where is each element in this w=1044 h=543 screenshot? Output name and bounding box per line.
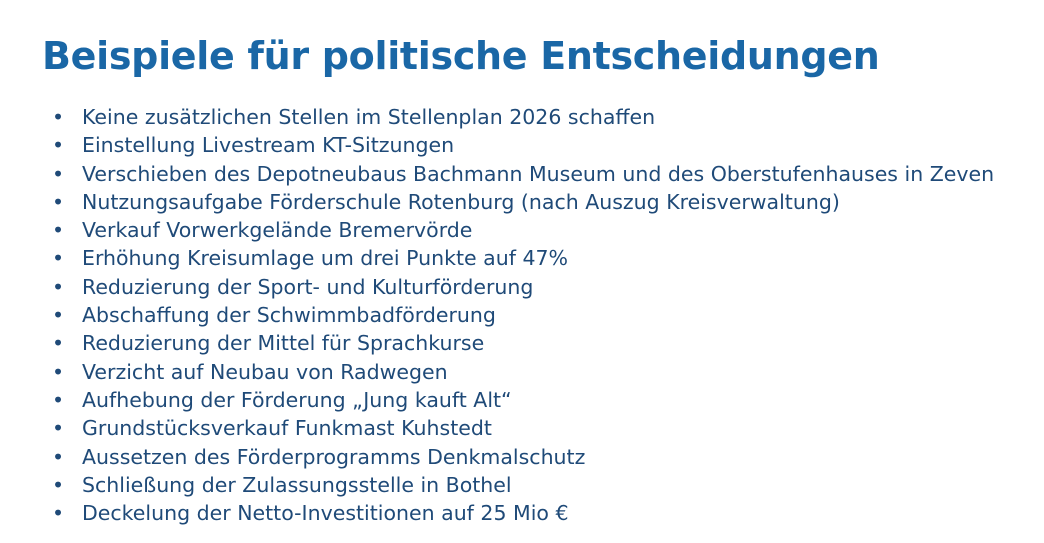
bullet-text: Erhöhung Kreisumlage um drei Punkte auf … [82,246,569,271]
bullet-dot: • [52,105,65,129]
bullet-dot: • [52,303,65,328]
bullet-item: • Reduzierung der Sport- und Kulturförder… [50,273,994,301]
bullet-dot: • [52,133,65,158]
bullet-item: • Aussetzen des Förderprogramms Denkmalsc… [50,443,994,471]
bullet-dot: • [52,189,65,214]
bullet-item: • Abschaffung der Schwimmbadförderung [50,301,994,329]
bullet-item: • Schließung der Zulassungsstelle in Both… [50,471,994,499]
slide-title: Beispiele für politische Entscheidungen [42,34,880,78]
bullet-dot: • [52,359,65,384]
bullet-item: • Verschieben des Depotneubaus Bachmann M… [50,160,994,188]
bullet-dot: • [52,331,65,356]
bullet-text: Deckelung der Netto-Investitionen auf 25… [82,501,569,526]
bullet-item: • Nutzungsaufgabe Förderschule Rotenburg … [50,188,994,216]
bullet-item: • Aufhebung der Förderung „Jung kauft Alt… [50,386,994,414]
bullet-dot: • [52,246,65,271]
bullet-text: Verzicht auf Neubau von Radwegen [82,359,448,384]
bullet-item: • Grundstücksverkauf Funkmast Kuhstedt [50,414,994,442]
bullet-text: Aufhebung der Förderung „Jung kauft Alt“ [82,387,512,412]
bullet-dot: • [52,472,65,497]
bullet-text: Nutzungsaufgabe Förderschule Rotenburg (… [82,189,840,214]
bullet-text: Reduzierung der Mittel für Sprachkurse [82,331,485,356]
bullet-item: • Einstellung Livestream KT-Sitzungen [50,131,994,159]
bullet-dot: • [52,218,65,243]
bullet-text: Abschaffung der Schwimmbadförderung [82,303,496,328]
bullet-dot: • [52,161,65,186]
bullet-text: Verschieben des Depotneubaus Bachmann Mu… [82,161,995,186]
bullet-dot: • [52,416,65,441]
bullet-text: Reduzierung der Sport- und Kulturförderu… [82,274,534,299]
bullet-item: • Reduzierung der Mittel für Sprachkurse [50,329,994,357]
bullet-text: Schließung der Zulassungsstelle in Bothe… [82,472,512,497]
bullet-text: Keine zusätzlichen Stellen im Stellenpla… [82,105,656,129]
bullet-item: • Verkauf Vorwerkgelände Bremervörde [50,216,994,244]
bullet-dot: • [52,274,65,299]
bullet-text: Aussetzen des Förderprogramms Denkmalsch… [82,444,586,469]
bullet-list: • Keine zusätzlichen Stellen im Stellenpl… [50,103,994,527]
bullet-text: Grundstücksverkauf Funkmast Kuhstedt [82,416,492,441]
bullet-item: • Erhöhung Kreisumlage um drei Punkte auf… [50,244,994,272]
bullet-text: Einstellung Livestream KT-Sitzungen [82,133,455,158]
bullet-dot: • [52,444,65,469]
bullet-text: Verkauf Vorwerkgelände Bremervörde [82,218,473,243]
bullet-item: • Keine zusätzlichen Stellen im Stellenpl… [50,103,994,131]
bullet-dot: • [52,501,65,526]
bullet-item: • Deckelung der Netto-Investitionen auf 2… [50,499,994,527]
bullet-item: • Verzicht auf Neubau von Radwegen [50,358,994,386]
bullet-dot: • [52,387,65,412]
